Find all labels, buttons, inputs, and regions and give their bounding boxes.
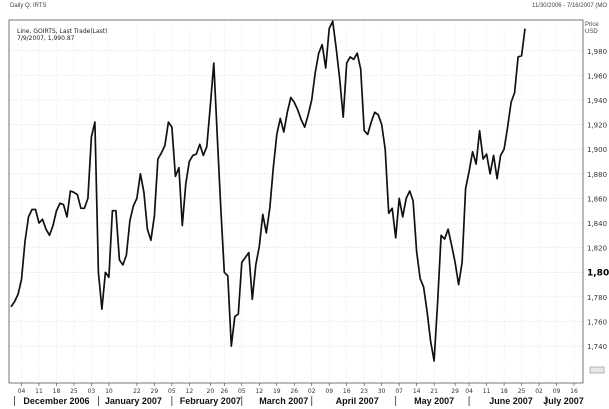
unit-line-price: Price bbox=[585, 22, 599, 28]
y-tick-label: 1,960 bbox=[587, 72, 607, 80]
x-tick-label: 09 bbox=[325, 388, 333, 395]
x-tick-label: 04 bbox=[465, 388, 473, 395]
x-tick-label: 14 bbox=[413, 388, 421, 395]
x-tick-label: 16 bbox=[570, 388, 578, 395]
unit-line-currency: USD bbox=[585, 29, 598, 35]
x-tick-label: 25 bbox=[518, 388, 526, 395]
y-tick-label: 1,860 bbox=[587, 195, 607, 203]
y-axis-ticks: 1,740 1,760 1,780 1,80 1,820 1,840 1,860 1,880 1… bbox=[587, 48, 609, 351]
price-series-line bbox=[10, 20, 526, 362]
chart-header-range: 11/30/2006 - 7/16/2007 (MO bbox=[532, 3, 607, 9]
y-tick-label: 1,980 bbox=[587, 48, 607, 56]
month-separators bbox=[14, 396, 547, 406]
x-tick-label: 26 bbox=[290, 388, 298, 395]
chart-header: Daily Q: IRTS 11/30/2006 - 7/16/2007 (MO bbox=[0, 0, 609, 20]
x-tick-label: 07 bbox=[395, 388, 403, 395]
month-label: July 2007 bbox=[543, 396, 584, 406]
x-tick-label: 10 bbox=[105, 388, 113, 395]
y-tick-label: 1,900 bbox=[587, 146, 607, 154]
x-tick-label: 02 bbox=[308, 388, 316, 395]
x-tick-label: 29 bbox=[451, 388, 459, 395]
x-tick-label: 20 bbox=[207, 388, 215, 395]
y-tick-label: 1,940 bbox=[587, 97, 607, 105]
x-axis-months: December 2006 January 2007 February 2007 Ma… bbox=[23, 396, 583, 406]
x-tick-label: 29 bbox=[151, 388, 159, 395]
grid-lines bbox=[9, 20, 583, 383]
x-tick-label: 26 bbox=[220, 388, 228, 395]
x-tick-label: 23 bbox=[360, 388, 368, 395]
month-label: December 2006 bbox=[23, 396, 89, 406]
x-tick-label: 30 bbox=[378, 388, 386, 395]
x-tick-label: 12 bbox=[255, 388, 263, 395]
price-unit-label: Price USD bbox=[585, 22, 599, 36]
x-tick-label: 22 bbox=[133, 388, 141, 395]
month-label: February 2007 bbox=[180, 396, 241, 406]
y-tick-label: 1,820 bbox=[587, 245, 607, 253]
month-label: June 2007 bbox=[489, 396, 533, 406]
x-tick-label: 02 bbox=[535, 388, 543, 395]
y-tick-label: 1,780 bbox=[587, 294, 607, 302]
scroll-handle-icon[interactable] bbox=[589, 366, 605, 374]
x-tick-label: 21 bbox=[430, 388, 438, 395]
x-tick-label: 18 bbox=[53, 388, 61, 395]
legend-last-value: 7/9/2007, 1,990.87 bbox=[17, 35, 75, 42]
y-tick-label: 1,760 bbox=[587, 318, 607, 326]
x-tick-label: 03 bbox=[88, 388, 96, 395]
month-label: January 2007 bbox=[105, 396, 162, 406]
x-tick-label: 05 bbox=[168, 388, 176, 395]
x-tick-label: 09 bbox=[553, 388, 561, 395]
x-tick-label: 25 bbox=[70, 388, 78, 395]
y-tick-label: 1,840 bbox=[587, 220, 607, 228]
month-label: May 2007 bbox=[414, 396, 454, 406]
month-label: April 2007 bbox=[336, 396, 379, 406]
y-tick-label: 1,80 bbox=[587, 268, 609, 278]
month-label: March 2007 bbox=[259, 396, 308, 406]
x-tick-label: 05 bbox=[238, 388, 246, 395]
x-axis-day-ticks: 04 11 18 25 03 10 22 29 05 12 20 26 05 12 19 26 02 09 16 23… bbox=[18, 383, 578, 395]
plot-frame bbox=[8, 19, 584, 384]
legend-series: Line, GOIRTS, Last Trade(Last) bbox=[17, 28, 108, 35]
x-tick-label: 19 bbox=[273, 388, 281, 395]
x-tick-label: 16 bbox=[343, 388, 351, 395]
chart-header-instrument: Daily Q: IRTS bbox=[10, 3, 47, 9]
x-tick-label: 11 bbox=[35, 388, 43, 395]
x-tick-label: 18 bbox=[500, 388, 508, 395]
x-tick-label: 12 bbox=[186, 388, 194, 395]
y-tick-label: 1,740 bbox=[587, 343, 607, 351]
y-tick-label: 1,880 bbox=[587, 171, 607, 179]
y-tick-label: 1,920 bbox=[587, 122, 607, 130]
x-tick-label: 11 bbox=[483, 388, 491, 395]
x-tick-label: 04 bbox=[18, 388, 26, 395]
